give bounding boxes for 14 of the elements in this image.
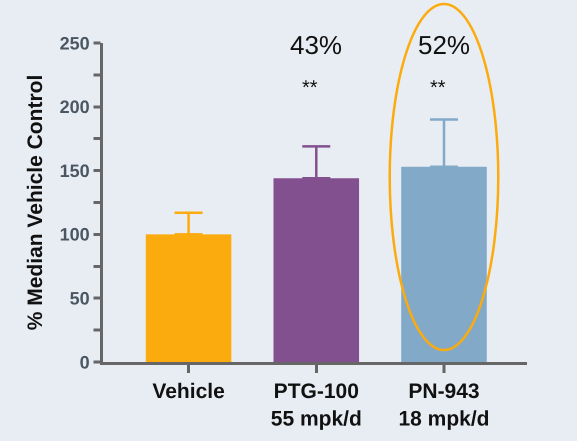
y-axis-title: % Median Vehicle Control	[24, 74, 47, 330]
x-tick-label: Vehicle	[152, 380, 225, 403]
y-tick-label: 150	[60, 160, 90, 181]
annotation: 43%	[290, 30, 342, 60]
annotation: **	[302, 77, 318, 99]
y-tick-label: 0	[80, 352, 90, 372]
y-tick-label: 250	[60, 33, 90, 54]
x-tick-label: PN-943 18 mpk/d	[398, 380, 490, 430]
y-tick-label: 200	[60, 97, 90, 118]
y-tick-label: 50	[70, 288, 90, 308]
annotation: **	[430, 77, 446, 99]
y-tick-label: 100	[60, 224, 90, 245]
annotation: 52%	[418, 30, 470, 60]
x-tick-label: PTG-100 55 mpk/d	[270, 380, 362, 430]
